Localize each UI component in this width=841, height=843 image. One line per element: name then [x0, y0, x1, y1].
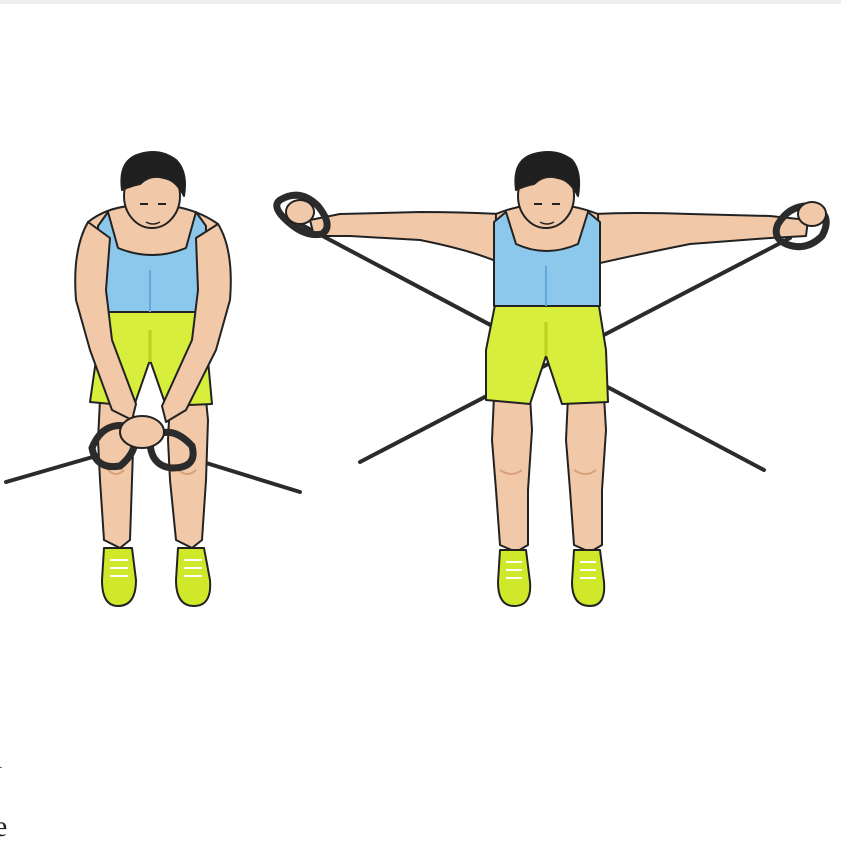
handle-right — [146, 428, 197, 472]
band-right — [188, 456, 302, 494]
shoe-right — [175, 547, 212, 607]
handle-left — [88, 422, 139, 471]
figure-end-position — [273, 151, 830, 607]
hair — [120, 151, 186, 197]
cropped-text-fragment: l — [0, 744, 2, 774]
figure-start-position — [4, 151, 302, 607]
tank-top — [493, 211, 601, 307]
shoe-left — [101, 547, 137, 607]
handle-left — [273, 191, 331, 239]
cropped-text-fragment: e — [0, 810, 8, 843]
arm-right — [593, 212, 809, 265]
hair — [514, 151, 581, 197]
top-divider — [0, 0, 841, 4]
shoe-left — [497, 549, 532, 607]
shoe-right — [571, 549, 606, 607]
arm-left — [309, 211, 501, 263]
